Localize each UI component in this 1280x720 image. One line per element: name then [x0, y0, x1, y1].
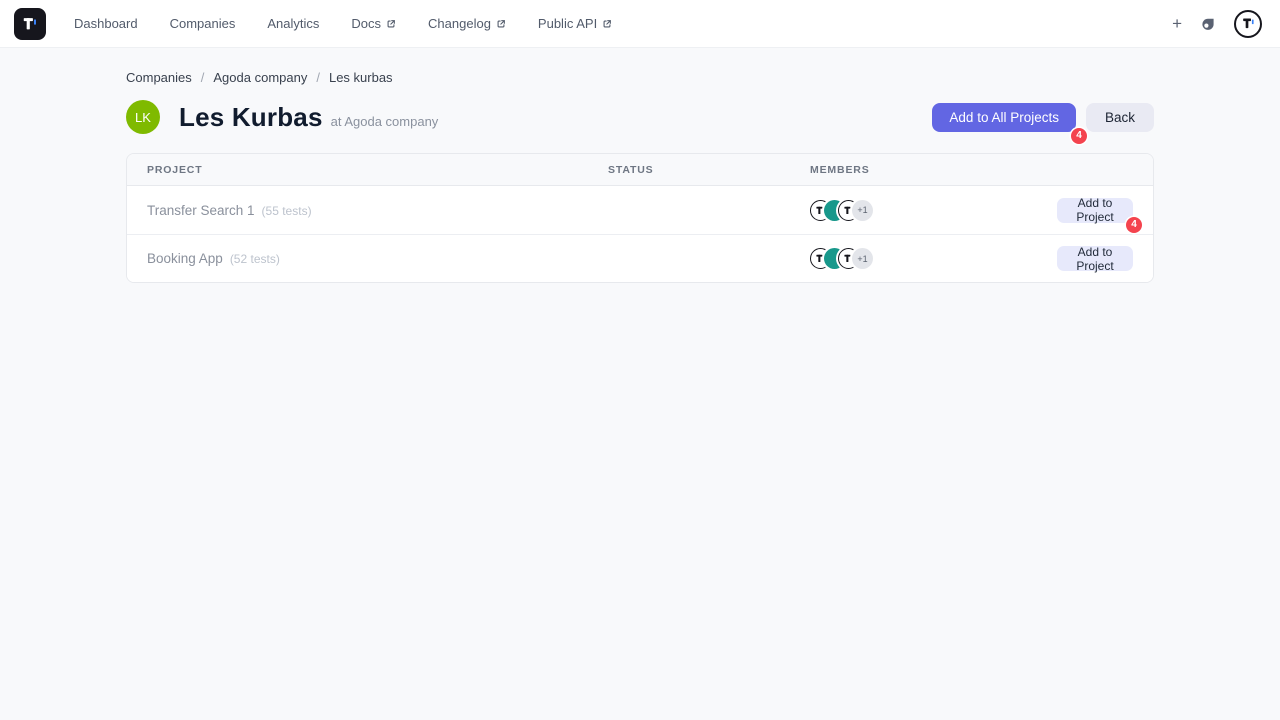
nav-item-label: Docs	[351, 16, 382, 31]
members-cell: +1	[810, 199, 1057, 221]
project-cell: Booking App (52 tests)	[147, 251, 608, 266]
page-title: Les Kurbas	[179, 101, 323, 132]
projects-table: Project Status Members Transfer Search 1…	[126, 153, 1154, 283]
nav-item-public-api[interactable]: Public API	[538, 16, 612, 31]
table-row[interactable]: Transfer Search 1 (55 tests)	[127, 186, 1153, 234]
add-to-project-button[interactable]: Add to Project	[1057, 244, 1133, 273]
back-button[interactable]: Back	[1085, 102, 1154, 132]
brand-t-icon	[1242, 18, 1254, 29]
brand-logo[interactable]	[14, 7, 46, 40]
title-group: Les Kurbas at Agoda company	[179, 102, 438, 133]
nav-item-label: Companies	[169, 16, 236, 31]
header-actions: Add to All Projects 4 Back	[932, 102, 1154, 144]
project-name: Booking App	[147, 251, 223, 266]
nav-right-actions: +	[1172, 9, 1268, 38]
project-tests-count: (55 tests)	[261, 203, 312, 218]
column-header-status: Status	[608, 163, 654, 176]
nav-item-changelog[interactable]: Changelog	[428, 16, 506, 31]
column-header-project: Project	[147, 163, 203, 176]
search-icon[interactable]	[1200, 16, 1216, 32]
breadcrumb-separator: /	[200, 70, 205, 85]
add-icon[interactable]: +	[1172, 14, 1182, 33]
members-overflow-count: +1	[852, 248, 873, 269]
nav-item-label: Analytics	[267, 16, 320, 31]
main-content: Companies / Agoda company / Les kurbas L…	[126, 70, 1154, 283]
members-overflow-count: +1	[852, 199, 873, 221]
add-to-project-label: Add to Project	[1076, 244, 1114, 273]
add-to-project-label: Add to Project	[1076, 196, 1114, 224]
breadcrumb-separator: /	[316, 70, 320, 85]
project-tests-count: (52 tests)	[229, 252, 280, 266]
members-cell: +1	[810, 248, 1057, 269]
page-header: LK Les Kurbas at Agoda company Add to Al…	[126, 100, 1154, 144]
add-to-all-projects-button[interactable]: Add to All Projects 4	[932, 102, 1087, 144]
top-navigation: Dashboard Companies Analytics Docs Chang…	[0, 0, 1280, 48]
nav-item-label: Public API	[537, 16, 598, 31]
notification-badge: 4	[1126, 216, 1142, 233]
nav-item-dashboard[interactable]: Dashboard	[74, 16, 138, 31]
breadcrumb-companies[interactable]: Companies	[126, 70, 192, 85]
nav-item-analytics[interactable]: Analytics	[267, 16, 319, 31]
nav-links: Dashboard Companies Analytics Docs Chang…	[74, 16, 612, 31]
breadcrumb: Companies / Agoda company / Les kurbas	[126, 70, 1154, 85]
table-header-row: Project Status Members	[127, 154, 1153, 186]
user-avatar: LK	[126, 100, 160, 134]
external-link-icon	[387, 19, 395, 27]
brand-t-icon	[23, 17, 36, 29]
nav-item-companies[interactable]: Companies	[170, 16, 236, 31]
breadcrumb-current: Les kurbas	[328, 70, 393, 85]
project-cell: Transfer Search 1 (55 tests)	[147, 203, 608, 218]
action-cell: Add to Project	[1057, 244, 1133, 273]
notification-badge: 4	[1070, 127, 1087, 144]
nav-item-label: Dashboard	[74, 16, 138, 31]
page-subtitle: at Agoda company	[330, 113, 439, 129]
account-avatar[interactable]	[1234, 9, 1262, 38]
add-to-project-button[interactable]: Add to Project 4	[1057, 196, 1142, 233]
action-cell: Add to Project 4	[1057, 196, 1142, 233]
column-header-members: Members	[810, 163, 870, 176]
external-link-icon	[497, 19, 505, 27]
nav-item-label: Changelog	[428, 16, 491, 31]
nav-item-docs[interactable]: Docs	[351, 16, 396, 31]
breadcrumb-company[interactable]: Agoda company	[213, 70, 308, 85]
add-to-all-projects-label: Add to All Projects	[949, 109, 1059, 125]
project-name: Transfer Search 1	[147, 202, 255, 218]
table-row[interactable]: Booking App (52 tests)	[127, 234, 1153, 282]
external-link-icon	[603, 19, 612, 27]
